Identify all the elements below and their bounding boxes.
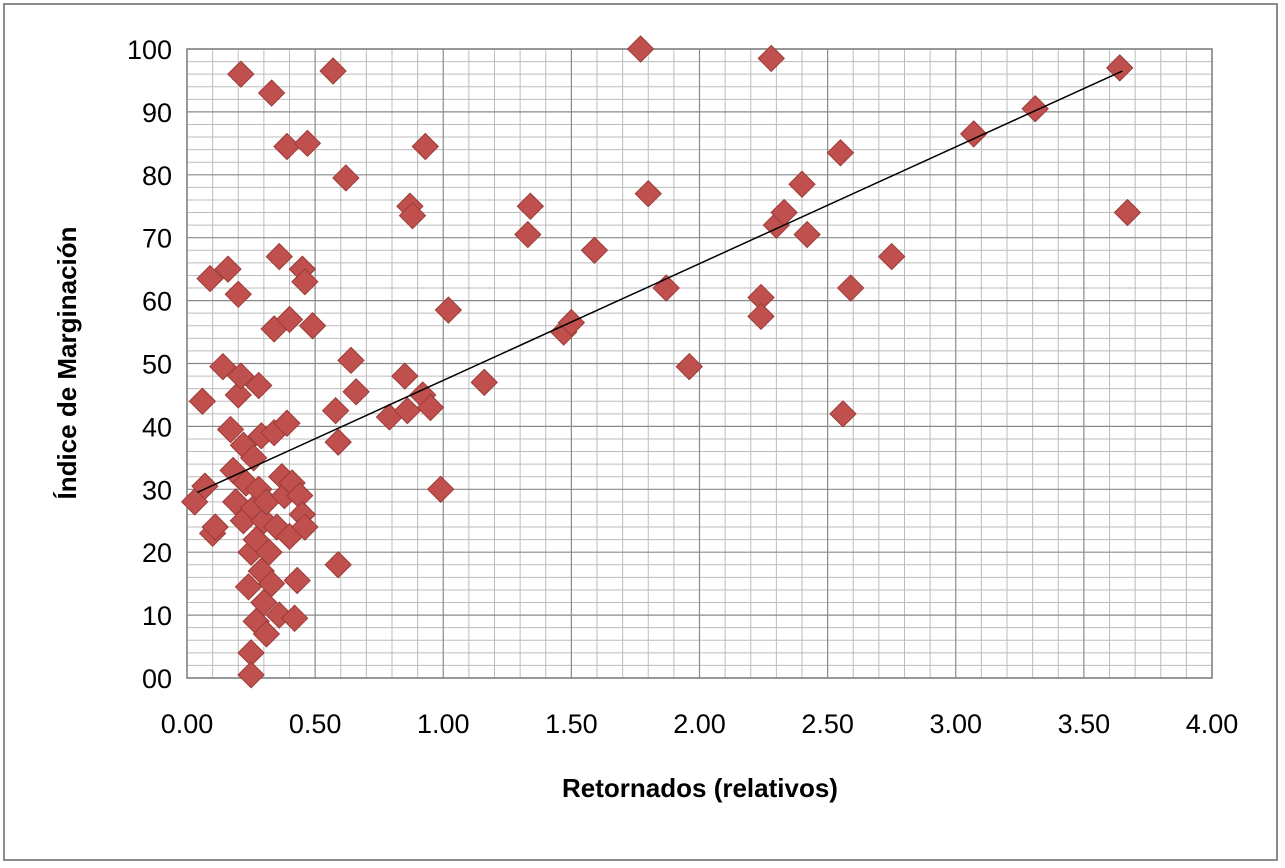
data-point [391,362,419,390]
x-tick-label: 4.00 [1186,709,1239,739]
data-point [224,381,252,409]
data-point [321,396,350,425]
data-point [757,44,785,73]
data-point [393,396,422,425]
data-point [836,274,865,302]
data-point [291,268,319,296]
data-point [416,393,445,422]
y-tick-label: 50 [142,350,172,380]
y-tick-label: 20 [142,538,172,568]
data-point [324,551,352,579]
x-axis-title: Retornados (relativos) [562,773,838,803]
y-tick-label: 10 [142,601,172,631]
y-tick-label: 80 [142,161,172,191]
x-tick-label: 0.50 [289,709,342,739]
data-point [959,120,988,148]
data-point [209,352,237,381]
data-point [188,387,217,415]
data-point [273,409,301,437]
y-tick-label: 70 [142,224,172,254]
data-point [324,428,352,456]
data-points [180,35,1142,689]
data-point [747,302,775,331]
data-point [1021,95,1049,123]
data-point [298,312,327,340]
plot-border [186,48,1213,679]
data-point [580,236,609,264]
data-point [275,305,304,334]
y-tick-label: 100 [127,35,172,65]
data-point [426,475,455,504]
data-point [398,201,427,230]
data-point [675,352,703,381]
data-point [252,620,281,648]
data-point [280,604,309,632]
data-point [257,79,286,107]
data-point [201,513,229,541]
trendline [196,70,1123,494]
data-point [332,164,360,192]
data-point [788,170,816,198]
data-point [283,566,311,595]
data-point [434,296,463,324]
data-point [245,371,273,400]
x-tick-labels: 0.00 0.50 1.00 1.50 2.00 2.50 3.00 3.50 4.00 [161,709,1239,739]
data-point [234,573,263,601]
data-point [224,280,252,309]
x-tick-label: 1.50 [545,709,598,739]
data-point [793,220,821,249]
data-point [196,264,224,293]
data-point [216,415,245,444]
data-point [291,513,319,541]
data-point [227,362,255,390]
data-point [255,538,283,566]
y-tick-label: 30 [142,475,172,505]
data-point [516,192,545,220]
y-tick-label: 60 [142,287,172,317]
data-point [634,179,662,208]
data-point [319,57,347,85]
data-point [626,35,655,63]
data-point [214,255,242,283]
data-point [514,220,542,249]
data-point [293,129,322,158]
data-point [257,569,286,598]
y-tick-label: 00 [142,664,172,694]
y-axis-title: Índice de Marginación [52,226,82,499]
x-tick-label: 0.00 [161,709,214,739]
data-point [829,400,857,428]
data-point [411,132,440,161]
x-tick-label: 3.00 [929,709,982,739]
data-point [826,139,855,167]
x-tick-label: 2.50 [801,709,854,739]
data-point [470,368,498,397]
y-tick-labels: 00 10 20 30 40 50 60 70 80 90 100 [127,35,172,694]
data-point [342,378,370,406]
x-tick-label: 3.50 [1058,709,1111,739]
data-point [237,661,265,689]
data-point [877,242,906,271]
x-tick-label: 2.00 [673,709,726,739]
data-point [337,346,365,375]
data-point [265,242,293,271]
data-point [227,60,255,88]
x-tick-label: 1.00 [417,709,470,739]
y-tick-label: 90 [142,98,172,128]
y-tick-label: 40 [142,412,172,442]
data-point [1113,198,1142,227]
